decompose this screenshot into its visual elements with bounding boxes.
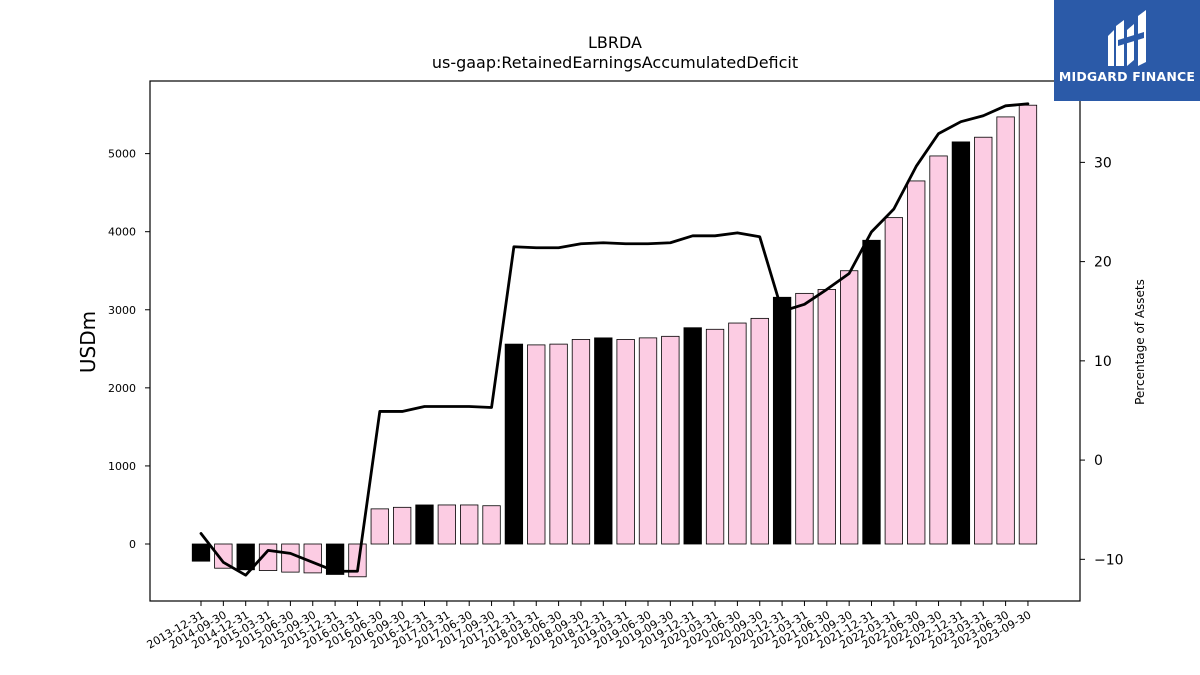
bar-2023-06-30 [996,116,1015,545]
bar-2015-12-31 [325,543,345,575]
chart-title: LBRDA [588,33,642,52]
brand-name: MIDGARD FINANCE [1058,69,1196,84]
bar-2013-12-31 [191,543,211,562]
bar-2017-09-30 [482,505,501,545]
bar-2021-06-30 [817,289,836,545]
bar-2018-09-30 [571,339,591,545]
y2-tick-label: −10 [1094,552,1124,568]
brand-logo: MIDGARD FINANCE [1054,0,1200,101]
percentage-of-assets-line [199,102,1030,577]
bar-2018-12-31 [594,337,613,545]
bar-2020-06-30 [728,322,747,545]
y-tick-label: 4000 [108,226,136,239]
y-tick-label: 3000 [108,304,136,317]
y2-axis-label: Percentage of Assets [1133,279,1147,405]
bar-2016-03-31 [348,543,367,578]
bar-2020-12-31 [772,296,792,545]
y-tick-label: 2000 [108,382,136,395]
bar-2022-03-31 [884,217,903,545]
bar-2019-03-31 [616,339,635,545]
bar-2017-12-31 [504,343,524,545]
y-tick-label: 1000 [108,460,136,473]
bar-2022-06-30 [907,180,926,545]
bar-2019-06-30 [638,337,658,545]
bar-2017-03-31 [437,504,457,545]
left-axis-ticks: 0 1000 2000 3000 4000 5000 [108,148,150,551]
bar-2021-09-30 [840,270,859,545]
bar-2022-09-30 [929,155,948,545]
right-axis-ticks: −10 0 10 20 30 [1080,155,1124,568]
bar-2018-06-30 [549,343,568,545]
x-axis-ticks: 2013-12-312014-09-302014-12-312015-03-31… [145,601,1033,652]
bar-2016-12-31 [415,504,434,545]
bar-2016-06-30 [370,508,389,545]
bar-2021-03-31 [795,292,814,545]
bar-2017-06-30 [460,504,479,545]
bar-2023-09-30 [1018,104,1038,545]
bar-2020-03-31 [705,328,725,545]
y2-tick-label: 0 [1094,453,1103,469]
bar-2019-09-30 [661,335,680,545]
y-tick-label: 0 [129,538,136,551]
midgard-logo-icon [1108,10,1146,66]
y2-tick-label: 10 [1094,354,1112,370]
plot-frame [149,80,1081,602]
bar-2019-12-31 [683,327,702,545]
y-tick-label: 5000 [108,148,136,161]
bar-2021-12-31 [862,239,881,545]
y2-tick-label: 20 [1094,255,1112,271]
bar-2022-12-31 [951,141,971,545]
y-axis-label: USDm [76,311,100,373]
bar-2020-09-30 [750,317,769,545]
bar-2016-09-30 [392,506,412,545]
chart-subtitle: us-gaap:RetainedEarningsAccumulatedDefic… [432,53,798,72]
bar-2023-03-31 [974,136,993,545]
bar-2014-09-30 [214,543,233,569]
y2-tick-label: 30 [1094,155,1112,171]
line-series [199,102,1030,577]
bar-2014-12-31 [236,543,255,571]
bar-series [191,104,1038,578]
bar-2018-03-31 [527,344,546,545]
bar-2015-06-30 [281,543,300,573]
